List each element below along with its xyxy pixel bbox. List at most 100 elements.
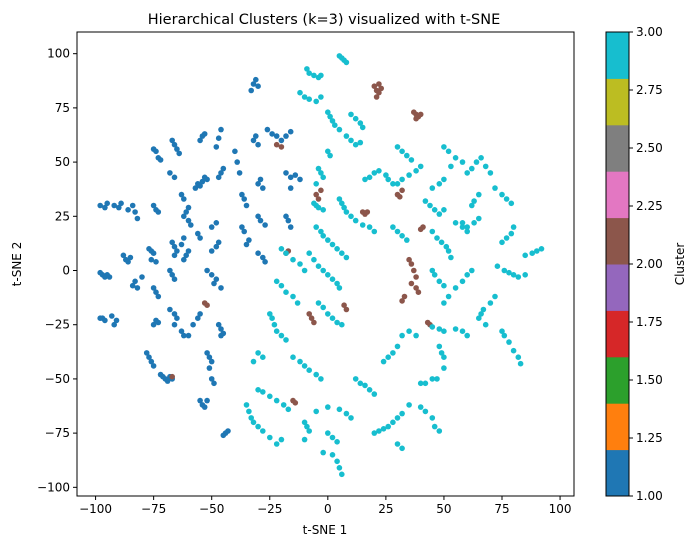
y-tick-label: −75: [45, 426, 70, 440]
cluster-1-point: [188, 222, 194, 228]
cluster-1-point: [218, 332, 224, 339]
cluster-3-point: [441, 282, 447, 289]
cluster-1-point: [248, 87, 254, 94]
cluster-3-point: [325, 404, 331, 410]
cluster-3-point: [243, 402, 250, 408]
cluster-1-point: [150, 250, 157, 256]
cluster-3-point: [359, 222, 366, 228]
cluster-1-point: [160, 373, 166, 380]
cluster-1-point: [153, 289, 159, 296]
cluster-3-point: [508, 230, 515, 237]
cluster-3-point: [343, 133, 350, 139]
cluster-3-point: [343, 410, 350, 417]
cluster-3-point: [506, 269, 512, 276]
cluster-1-point: [169, 137, 175, 144]
cluster-1-point: [208, 272, 215, 278]
cluster-1-point: [239, 191, 245, 198]
cluster-3-point: [478, 155, 484, 161]
cluster-3-point: [334, 319, 340, 326]
cluster-3-point: [404, 152, 410, 159]
cluster-3-point: [510, 272, 517, 278]
cluster-1-point: [181, 196, 187, 202]
cluster-1-point: [215, 135, 222, 141]
cluster-2-point: [408, 280, 415, 287]
cluster-1-point: [132, 209, 138, 215]
cluster-1-point: [174, 146, 180, 152]
cluster-3-point: [436, 181, 443, 187]
cluster-1-point: [206, 365, 213, 371]
cluster-3-point: [441, 207, 447, 213]
cluster-1-point: [181, 256, 187, 263]
cluster-3-point: [334, 280, 340, 287]
cluster-3-point: [494, 263, 501, 270]
cluster-3-point: [431, 272, 438, 278]
cluster-3-point: [311, 72, 317, 79]
cluster-3-point: [339, 321, 345, 328]
cluster-2-point: [399, 298, 405, 304]
cluster-1-point: [178, 328, 185, 335]
colorbar: [605, 31, 630, 497]
cluster-1-point: [195, 315, 201, 322]
cluster-3-point: [294, 300, 301, 306]
cluster-3-point: [343, 209, 350, 215]
cluster-3-point: [336, 406, 343, 413]
cluster-3-point: [422, 408, 429, 415]
cluster-3-point: [385, 176, 392, 183]
cluster-3-point: [267, 434, 273, 441]
y-tick-label: 100: [47, 47, 70, 61]
cluster-1-point: [215, 174, 222, 181]
cluster-3-point: [352, 217, 359, 224]
cluster-1-point: [218, 326, 224, 332]
cluster-3-point: [508, 200, 515, 207]
cluster-3-point: [431, 207, 438, 213]
cluster-3-point: [452, 326, 459, 332]
cluster-3-point: [318, 170, 324, 176]
colorbar-label: Cluster: [673, 243, 687, 286]
cluster-3-point: [503, 235, 510, 241]
cluster-3-point: [434, 376, 440, 382]
cluster-1-point: [236, 170, 243, 176]
cluster-3-point: [459, 328, 466, 335]
cluster-1-point: [190, 321, 196, 328]
cluster-1-point: [287, 128, 294, 135]
cluster-1-point: [109, 313, 115, 319]
cluster-1-point: [220, 165, 227, 172]
cluster-3-point: [315, 165, 322, 172]
cluster-3-point: [339, 250, 345, 256]
cluster-3-point: [529, 250, 535, 256]
cluster-1-point: [218, 170, 224, 176]
cluster-2-point: [376, 89, 382, 96]
cluster-3-point: [517, 360, 524, 367]
cluster-3-point: [534, 248, 540, 254]
cluster-3-point: [313, 371, 320, 378]
cluster-1-point: [185, 217, 192, 224]
cluster-1-point: [262, 222, 268, 228]
x-tick-label: −75: [141, 502, 166, 516]
cluster-1-point: [260, 185, 266, 191]
x-tick-label: 25: [378, 502, 393, 516]
cluster-3-point: [320, 267, 327, 274]
cluster-1-point: [201, 131, 208, 137]
x-tick-label: 50: [436, 502, 451, 516]
cluster-3-point: [306, 367, 313, 374]
cluster-3-point: [283, 250, 289, 256]
cluster-3-point: [348, 137, 354, 144]
cluster-3-point: [476, 191, 482, 198]
cluster-2-point: [408, 261, 415, 267]
colorbar-segment: [606, 78, 629, 126]
cluster-2-point: [169, 373, 175, 380]
cluster-1-point: [213, 144, 220, 150]
cluster-2-point: [413, 274, 419, 280]
cluster-3-point: [352, 141, 359, 148]
cluster-2-point: [401, 293, 408, 300]
cluster-1-point: [185, 332, 192, 339]
cluster-3-point: [278, 436, 285, 443]
cluster-3-point: [357, 380, 364, 387]
cluster-1-point: [134, 215, 141, 222]
cluster-1-point: [171, 276, 178, 283]
cluster-3-point: [499, 328, 505, 335]
cluster-3-point: [352, 115, 359, 122]
cluster-2-point: [413, 285, 419, 291]
cluster-3-point: [436, 278, 443, 285]
cluster-1-point: [171, 141, 178, 148]
